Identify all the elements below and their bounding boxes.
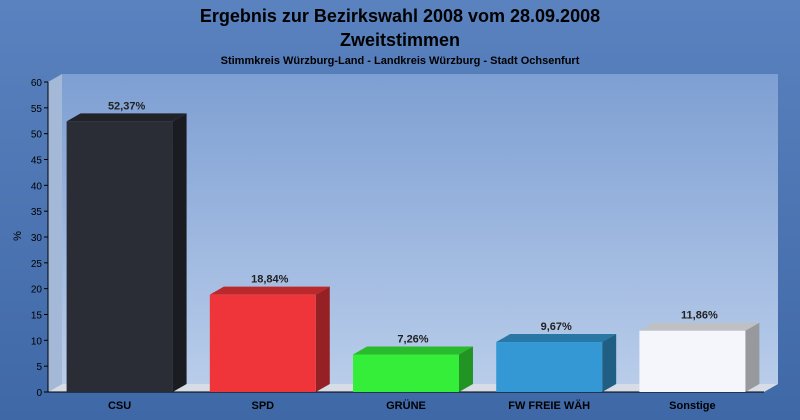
chart-title: Ergebnis zur Bezirkswahl 2008 vom 28.09.… bbox=[200, 6, 600, 26]
y-tick-label: 10 bbox=[31, 336, 43, 347]
chart-subsubtitle: Stimmkreis Würzburg-Land - Landkreis Wür… bbox=[221, 55, 580, 67]
bar bbox=[496, 342, 603, 392]
data-label: 18,84% bbox=[251, 274, 289, 286]
chart-subtitle: Zweitstimmen bbox=[340, 30, 460, 50]
bar-side bbox=[172, 113, 187, 393]
bar-top bbox=[353, 346, 473, 355]
bar-side bbox=[745, 322, 760, 392]
x-tick-label: CSU bbox=[108, 400, 131, 412]
y-tick-label: 50 bbox=[31, 130, 43, 141]
bar-top bbox=[209, 286, 330, 295]
y-tick-label: 5 bbox=[36, 362, 42, 373]
y-tick-label: 40 bbox=[31, 181, 43, 192]
x-tick-label: SPD bbox=[251, 400, 274, 412]
data-label: 9,67% bbox=[541, 321, 572, 333]
data-label: 52,37% bbox=[108, 100, 146, 112]
bar bbox=[353, 354, 459, 392]
y-tick-label: 15 bbox=[31, 311, 43, 322]
y-tick-label: 55 bbox=[31, 104, 43, 115]
y-tick-label: 25 bbox=[31, 259, 43, 270]
y-tick-label: 60 bbox=[31, 78, 43, 89]
bar-top bbox=[66, 113, 187, 122]
bar-side bbox=[315, 286, 330, 392]
data-label: 11,86% bbox=[681, 310, 718, 322]
bar-top bbox=[496, 334, 617, 343]
y-tick-label: 20 bbox=[31, 285, 43, 296]
y-tick-label: 35 bbox=[31, 207, 43, 218]
bar-side bbox=[458, 346, 473, 392]
x-tick-label: GRÜNE bbox=[386, 399, 426, 412]
y-tick-label: 45 bbox=[31, 156, 43, 167]
plot-area: 0 5 10 15 20 25 30 35 40 45 50 55 60 52,37% CSU 18,84% S… bbox=[31, 74, 778, 412]
bar bbox=[639, 330, 746, 392]
y-tick-label: 30 bbox=[31, 233, 43, 244]
plot-left-wall bbox=[48, 74, 62, 392]
data-label: 7,26% bbox=[397, 333, 428, 345]
bar-top bbox=[639, 322, 760, 331]
y-tick-label: 0 bbox=[36, 388, 42, 399]
bar bbox=[209, 294, 316, 392]
bar bbox=[66, 121, 173, 393]
x-tick-label: FW FREIE WÄH bbox=[508, 399, 590, 412]
bar-side bbox=[602, 334, 617, 392]
x-tick-label: Sonstige bbox=[669, 400, 715, 412]
y-axis-label: % bbox=[12, 231, 24, 241]
